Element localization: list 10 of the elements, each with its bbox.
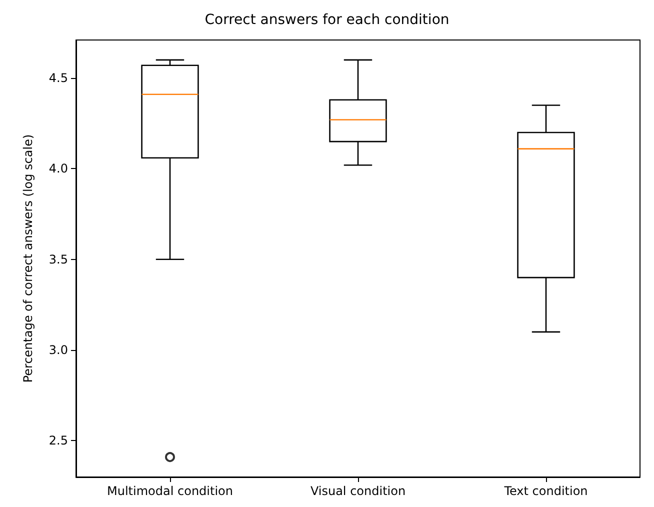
x-tick-label: Multimodal condition xyxy=(107,484,233,498)
y-tick-label: 4.0 xyxy=(48,162,68,176)
y-tick-label: 2.5 xyxy=(48,434,68,448)
y-axis-title: Percentage of correct answers (log scale) xyxy=(21,134,35,383)
y-tick-label: 4.5 xyxy=(48,71,68,86)
y-tick-label: 3.5 xyxy=(48,252,68,266)
x-tick-label: Visual condition xyxy=(310,484,406,498)
y-tick-label: 3.0 xyxy=(48,343,68,358)
chart-title: Correct answers for each condition xyxy=(204,12,450,28)
x-tick-label: Text condition xyxy=(503,484,588,498)
